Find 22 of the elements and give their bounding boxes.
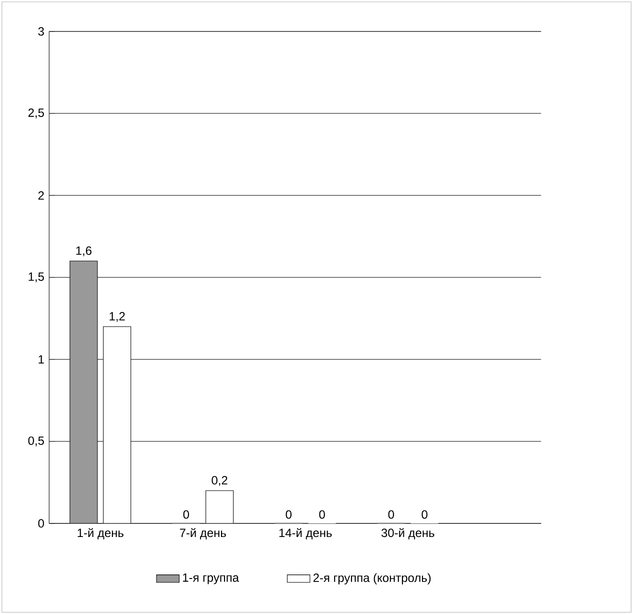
data-label: 1,2 bbox=[110, 312, 125, 322]
x-tick-label: 30-й день bbox=[381, 528, 434, 540]
data-label: 0 bbox=[183, 510, 190, 519]
legend-label: 1-я группа bbox=[183, 573, 240, 584]
x-tick-label: 7-й день bbox=[180, 528, 226, 540]
data-label: 0 bbox=[319, 510, 325, 519]
x-tick-label: 14-й день bbox=[279, 528, 332, 540]
data-label: 0 bbox=[388, 510, 394, 519]
y-tick-label: 3 bbox=[38, 27, 44, 36]
data-label: 0 bbox=[286, 510, 292, 519]
y-tick-label: 1 bbox=[38, 355, 44, 364]
data-label: 0,2 bbox=[212, 476, 228, 486]
data-label: 0 bbox=[422, 510, 428, 519]
y-tick-label: 2,5 bbox=[28, 108, 44, 118]
y-tick-label: 1,5 bbox=[28, 272, 44, 282]
y-tick-label: 0,5 bbox=[28, 436, 44, 446]
data-label: 1,6 bbox=[76, 246, 92, 256]
x-tick-label: 1-й день bbox=[78, 528, 124, 540]
y-tick-label: 0 bbox=[38, 519, 44, 528]
bar bbox=[206, 490, 234, 524]
legend-label: 2-я группа (контроль) bbox=[313, 573, 431, 584]
y-tick-label: 2 bbox=[38, 191, 44, 200]
